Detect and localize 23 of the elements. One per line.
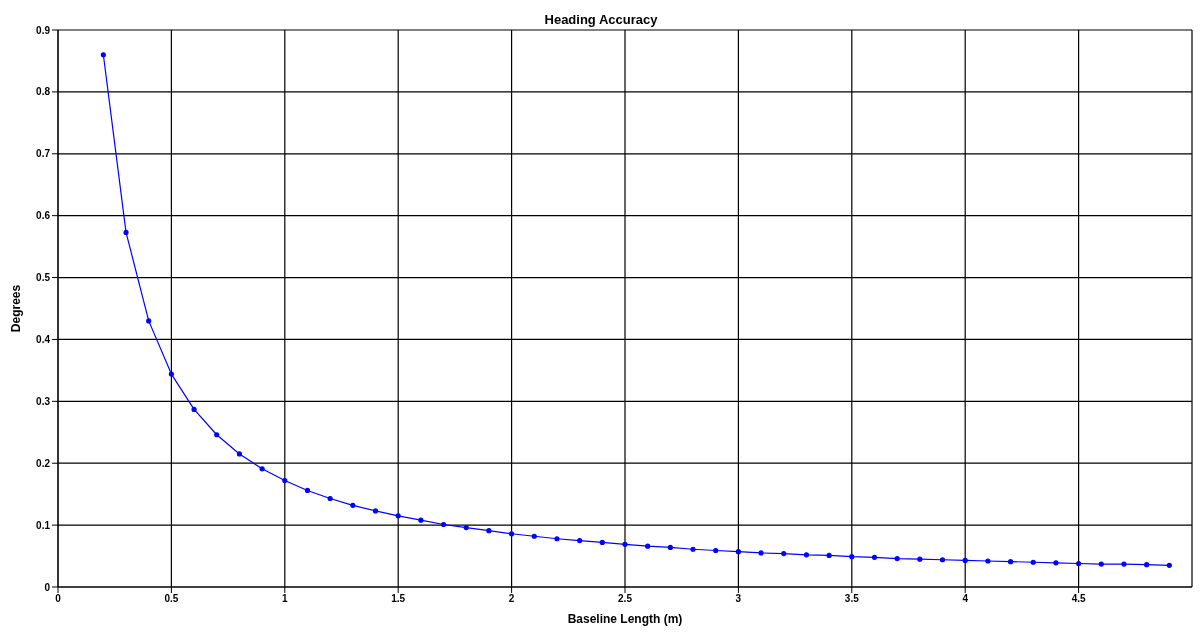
- x-tick-label: 4: [962, 593, 969, 605]
- y-tick-label: 0.3: [36, 395, 51, 407]
- x-tick-label: 3.5: [844, 593, 860, 605]
- y-tick-label: 0.2: [36, 457, 51, 469]
- x-tick-label: 3: [735, 593, 742, 605]
- x-axis-title: Baseline Length (m): [567, 612, 683, 626]
- x-tick-label: 2: [508, 593, 515, 605]
- x-tick-label: 1: [282, 593, 289, 605]
- y-tick-label: 0.5: [36, 272, 51, 284]
- y-tick-label: 0.1: [36, 519, 51, 531]
- y-tick-label: 0.8: [36, 86, 51, 98]
- y-tick-label: 0.6: [36, 210, 51, 222]
- x-tick-label: 0: [55, 593, 62, 605]
- x-tick-label: 0.5: [164, 593, 179, 605]
- y-tick-label: 0.7: [36, 148, 51, 160]
- y-axis-title: Degrees: [9, 284, 24, 333]
- y-tick-label: 0.9: [36, 24, 51, 36]
- y-tick-label: 0.4: [36, 333, 51, 345]
- chart-title: Heading Accuracy: [544, 12, 658, 27]
- x-tick-label: 2.5: [618, 593, 633, 605]
- x-tick-label: 4.5: [1071, 593, 1086, 605]
- x-tick-label: 1.5: [391, 593, 406, 605]
- y-tick-label: 0: [44, 581, 51, 593]
